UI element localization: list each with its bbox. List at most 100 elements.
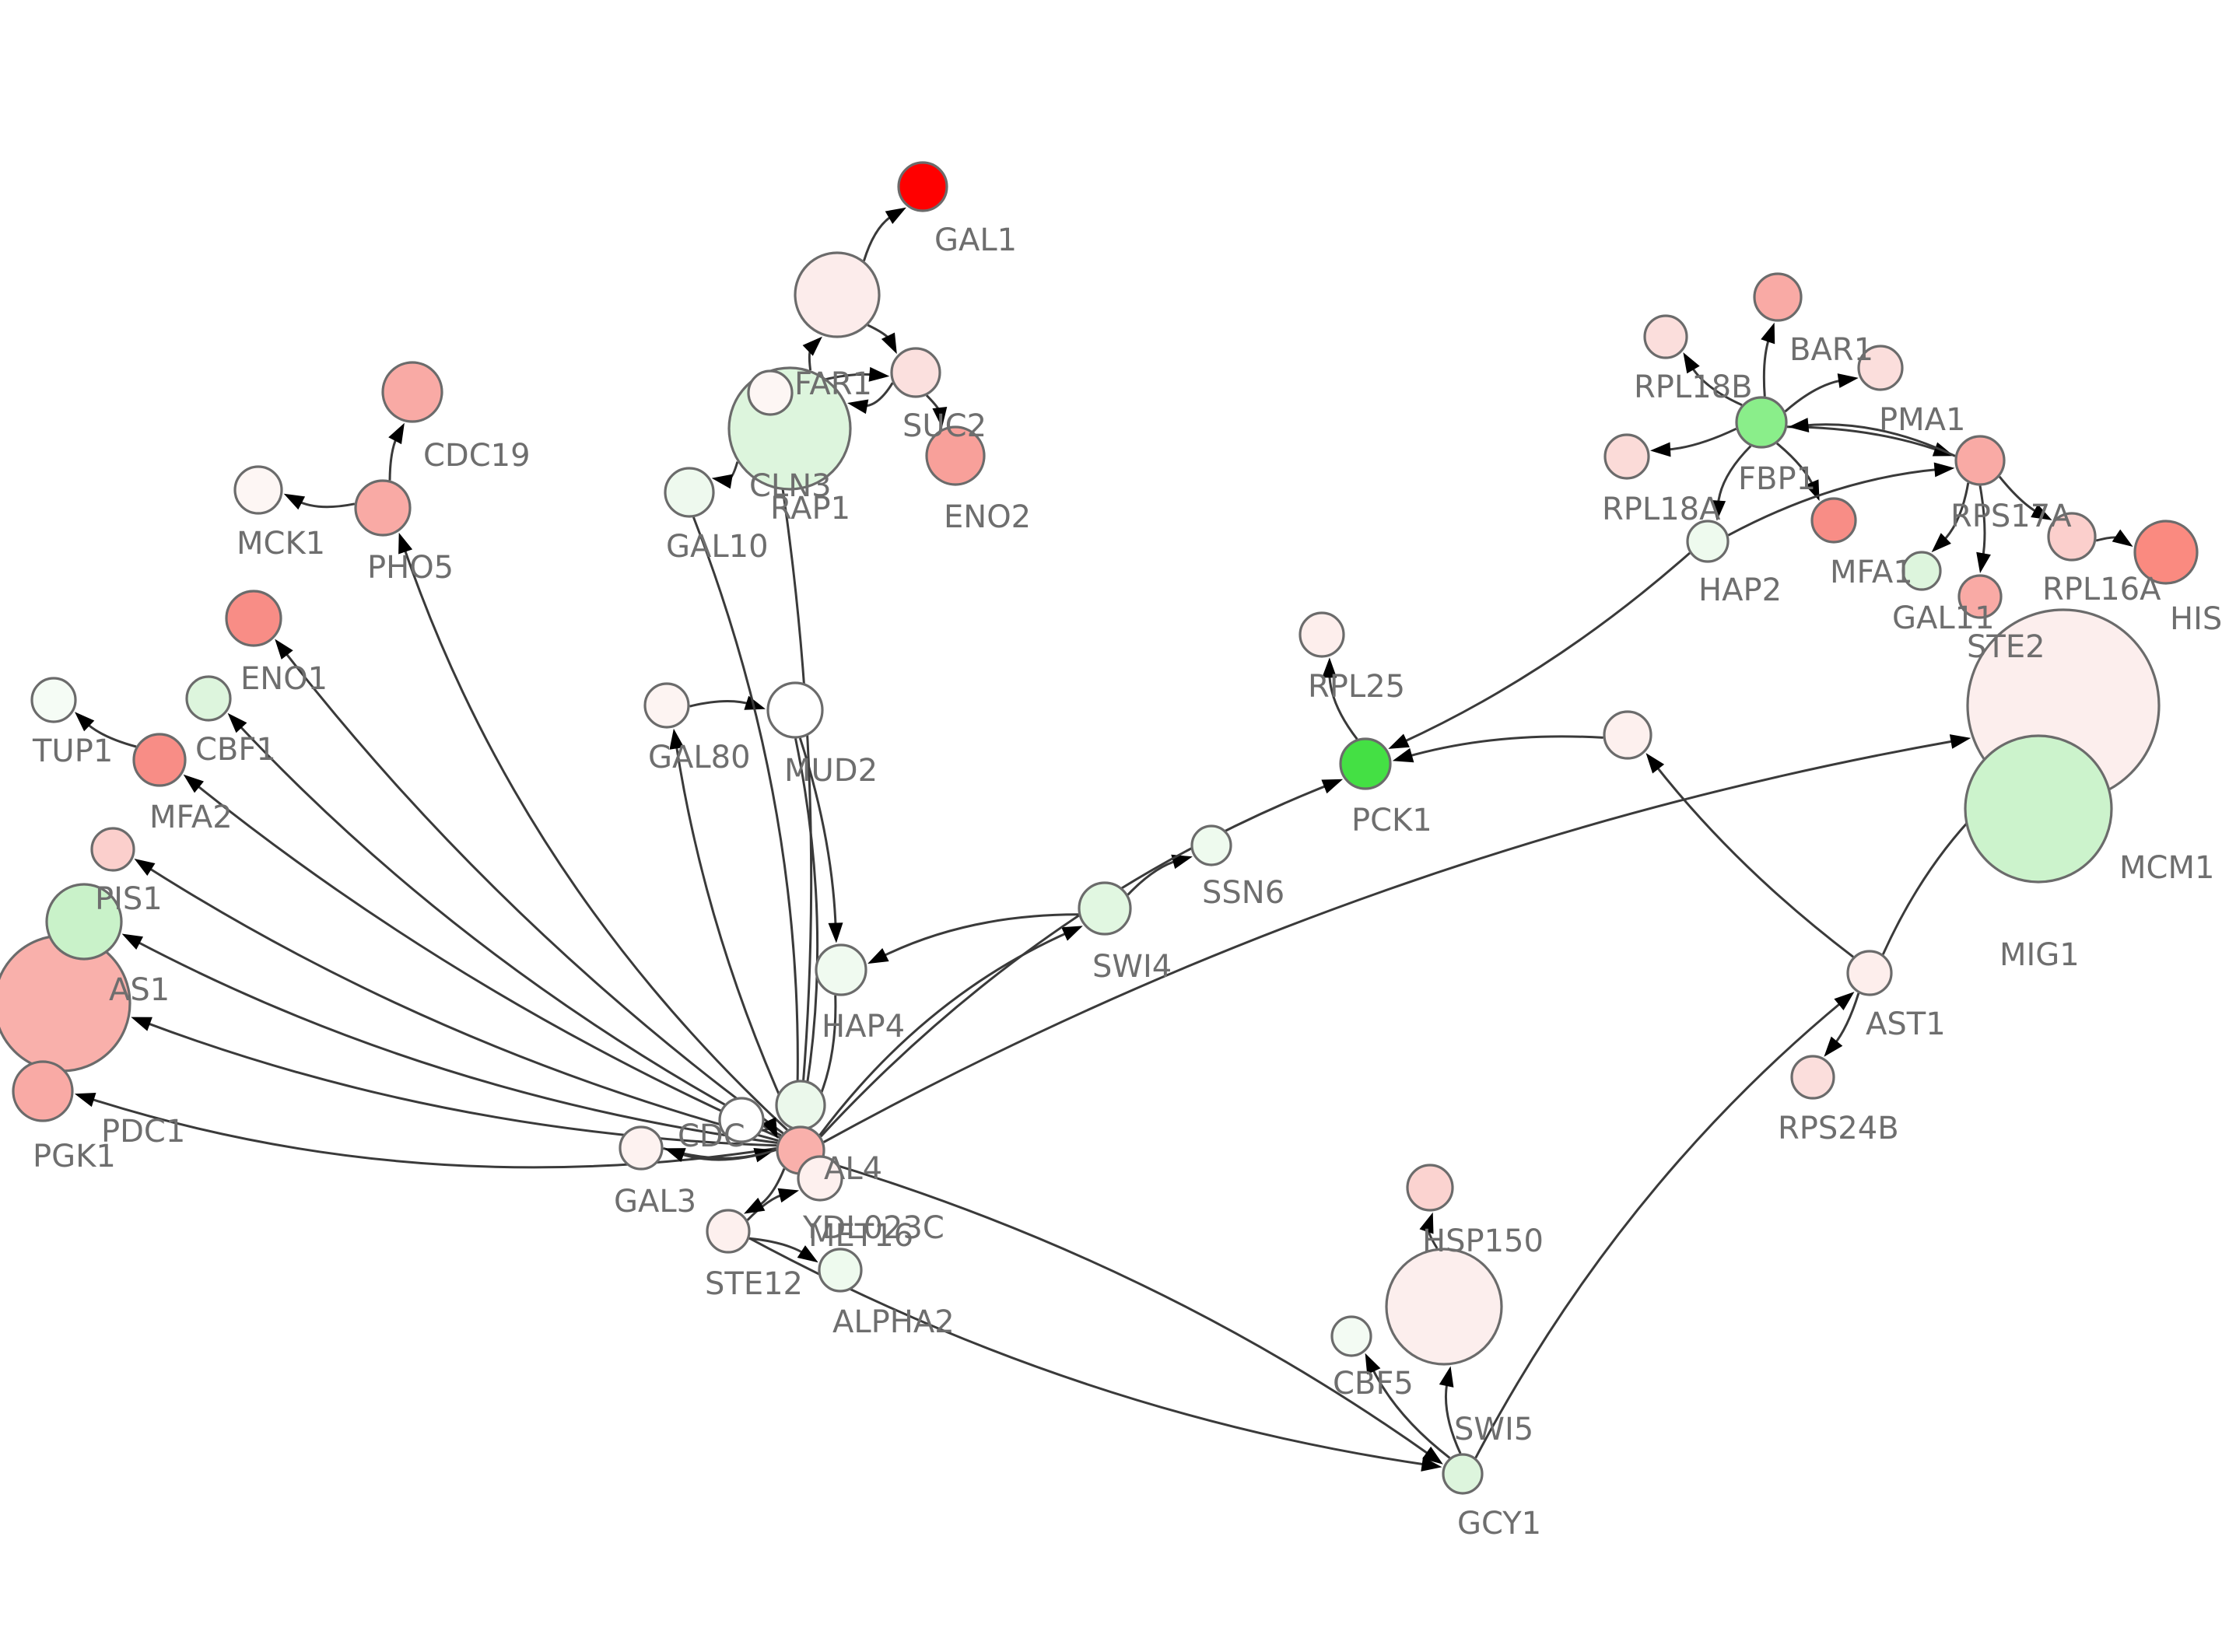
graph-node-cdc19[interactable]: [381, 361, 443, 423]
graph-node-cbf1[interactable]: [185, 675, 232, 722]
edge-arrowhead: [275, 639, 293, 660]
graph-node-gas1[interactable]: [45, 883, 123, 961]
edge-arrowhead: [744, 1197, 766, 1214]
graph-node-gal1[interactable]: [897, 161, 948, 212]
graph-node-ssn6[interactable]: [1190, 824, 1232, 866]
node-label-ssn6: SSN6: [1202, 875, 1284, 911]
node-label-mck1: MCK1: [237, 526, 325, 562]
edge-arrowhead: [134, 859, 156, 876]
graph-node-hap4[interactable]: [815, 943, 867, 996]
graph-node-pho5[interactable]: [354, 479, 412, 537]
edge-arrowhead: [1976, 551, 1991, 573]
edge: [819, 783, 1330, 1138]
graph-node-hsp150[interactable]: [1406, 1164, 1454, 1212]
graph-node-fbp1[interactable]: [1735, 396, 1788, 449]
node-label-gal80: GAL80: [648, 740, 751, 775]
graph-node-mig1[interactable]: [1964, 734, 2113, 884]
edge: [1370, 1366, 1451, 1459]
graph-node-alpha2[interactable]: [818, 1248, 863, 1293]
edge: [862, 213, 895, 261]
graph-node-cdc39[interactable]: [718, 1097, 765, 1143]
node-label-ste12: STE12: [705, 1266, 803, 1302]
edge: [822, 739, 1957, 1143]
edge: [1784, 379, 1845, 413]
node-label-eno2: ENO2: [944, 499, 1031, 535]
graph-node-his4[interactable]: [2133, 520, 2199, 585]
edge-arrowhead: [1949, 734, 1971, 749]
node-label-gal3: GAL3: [614, 1184, 696, 1220]
graph-node-ydl023c[interactable]: [797, 1155, 843, 1202]
graph-node-mfa2[interactable]: [132, 733, 187, 787]
edge-arrowhead: [1365, 1353, 1381, 1375]
edge: [1762, 335, 1772, 397]
graph-node-gal11[interactable]: [1901, 551, 1942, 591]
graph-node-rpl18b[interactable]: [1643, 314, 1688, 359]
graph-node-pgk1[interactable]: [12, 1060, 74, 1122]
graph-node-rps24b[interactable]: [1790, 1055, 1835, 1100]
graph-node-gcy1[interactable]: [1442, 1453, 1484, 1495]
edge-arrowhead: [2031, 504, 2052, 520]
graph-node-cbf5[interactable]: [1330, 1315, 1372, 1357]
graph-node-rpl25[interactable]: [1299, 611, 1345, 658]
edge-arrowhead: [388, 422, 405, 445]
graph-node-gal3[interactable]: [619, 1125, 664, 1171]
edge-arrowhead: [1711, 500, 1726, 521]
graph-node-mfa1[interactable]: [1810, 497, 1857, 544]
graph-node-pma1[interactable]: [1857, 345, 1904, 391]
edge: [1474, 999, 1844, 1459]
graph-node-eno2[interactable]: [925, 425, 986, 486]
graph-node-gal10[interactable]: [664, 467, 715, 518]
edge: [689, 700, 752, 708]
edge: [1445, 1380, 1462, 1454]
edge-arrowhead: [1788, 418, 1810, 432]
edge: [194, 782, 780, 1139]
graph-node-tup1[interactable]: [30, 677, 77, 723]
edge-arrowhead: [131, 1017, 152, 1031]
node-label-gas1: AS1: [109, 972, 170, 1008]
edge: [1727, 467, 1940, 537]
graph-node-ste2[interactable]: [1957, 574, 2003, 619]
graph-node-gal80[interactable]: [643, 682, 690, 729]
edge-arrowhead: [1439, 1366, 1454, 1388]
node-label-cdc39: CDC: [678, 1118, 745, 1154]
node-label-gal4: AL4: [824, 1151, 882, 1187]
graph-node-hub1[interactable]: [1603, 710, 1652, 760]
graph-node-ast1[interactable]: [1846, 950, 1893, 996]
edge-arrowhead: [867, 948, 889, 964]
graph-node-pis1[interactable]: [90, 827, 135, 872]
edge: [402, 546, 788, 1131]
edge-arrowhead: [1824, 1036, 1843, 1057]
edge-arrowhead: [227, 712, 247, 733]
graph-node-swi5[interactable]: [1385, 1248, 1503, 1366]
graph-node-pck1[interactable]: [1339, 737, 1392, 790]
edge-arrowhead: [1171, 854, 1193, 870]
graph-node-mud2[interactable]: [766, 681, 824, 739]
node-label-his4: HIS4: [2170, 601, 2222, 637]
node-label-swi5: SWI5: [1454, 1412, 1533, 1447]
graph-node-mck1[interactable]: [233, 465, 283, 515]
graph-node-eno1[interactable]: [225, 590, 282, 647]
graph-node-swi4[interactable]: [1078, 881, 1132, 936]
node-label-pho5: PHO5: [367, 550, 454, 586]
graph-node-far1[interactable]: [794, 251, 881, 338]
graph-node-ste12[interactable]: [706, 1209, 751, 1254]
graph-node-suc2[interactable]: [890, 347, 941, 398]
node-label-mig1: MIG1: [1999, 937, 2080, 973]
edge: [296, 499, 356, 509]
graph-node-rpl16a[interactable]: [2047, 512, 2097, 562]
node-label-cdc19: CDC19: [423, 438, 531, 474]
graph-node-hap2x[interactable]: [775, 1080, 826, 1131]
graph-node-bar1[interactable]: [1753, 272, 1803, 322]
node-label-gal1: GAL1: [934, 222, 1017, 258]
graph-node-rap1[interactable]: [747, 369, 794, 416]
graph-node-hap2[interactable]: [1686, 520, 1730, 563]
edge-arrowhead: [664, 1148, 686, 1162]
node-layer[interactable]: [0, 161, 2199, 1495]
edge: [794, 738, 819, 1111]
graph-node-rpl18a[interactable]: [1603, 433, 1650, 480]
node-label-tup1: TUP1: [32, 733, 113, 769]
graph-node-rps17a[interactable]: [1954, 435, 2006, 486]
edge: [692, 516, 799, 1111]
